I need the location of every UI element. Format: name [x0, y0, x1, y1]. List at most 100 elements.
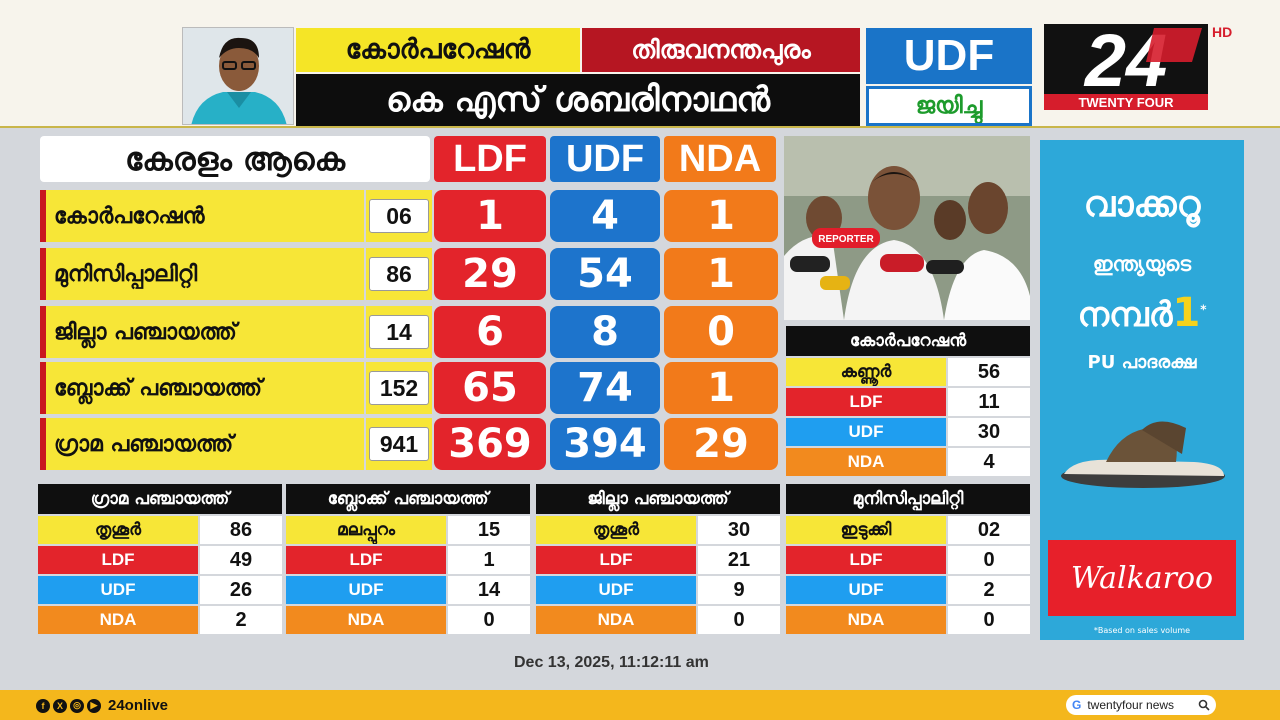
row-nda-value: 0 — [664, 306, 778, 358]
row-total: 06 — [366, 190, 432, 242]
mini-ldf-value: 11 — [948, 388, 1030, 416]
mini-place: മലപ്പുറം — [286, 516, 446, 544]
banner-result: ജയിച്ചു — [866, 86, 1032, 126]
mini-table-title: ബ്ലോക്ക് പഞ്ചായത്ത് — [286, 484, 530, 514]
mini-udf-value: 2 — [948, 576, 1030, 604]
mini-nda-value: 0 — [948, 606, 1030, 634]
mic-label: REPORTER — [818, 234, 874, 245]
mini-table-municipality: മുനിസിപ്പാലിറ്റി ഇടുക്കി 02 LDF 0 UDF 2 NDA… — [786, 484, 1030, 634]
row-udf-value: 54 — [550, 248, 660, 300]
mini-ldf-value: 49 — [200, 546, 282, 574]
hd-badge: HD — [1212, 24, 1233, 40]
social-handle: 24onlive — [108, 697, 169, 714]
instagram-icon[interactable]: ◎ — [70, 698, 84, 713]
mini-udf-label: UDF — [786, 576, 946, 604]
mini-udf-label: UDF — [786, 418, 946, 446]
table-row: മുനിസിപ്പാലിറ്റി 86 29 54 1 — [40, 248, 778, 300]
mini-total: 15 — [448, 516, 530, 544]
table-row: ബ്ലോക്ക് പഞ്ചായത്ത് 152 65 74 1 — [40, 362, 778, 414]
row-label: മുനിസിപ്പാലിറ്റി — [40, 248, 364, 300]
mini-table-grama: ഗ്രാമ പഞ്ചായത്ത് തൃശൂർ 86 LDF 49 UDF 26 NDA… — [38, 484, 282, 634]
mini-nda-value: 0 — [698, 606, 780, 634]
google-icon: G — [1072, 698, 1082, 712]
ad-footnote: *Based on sales volume — [1093, 626, 1191, 635]
row-total: 152 — [366, 362, 432, 414]
ad-brand-ml: വാക്കറൂ — [1083, 184, 1201, 225]
youtube-icon[interactable]: ▶ — [87, 698, 101, 713]
mini-nda-label: NDA — [38, 606, 198, 634]
mini-ldf-label: LDF — [536, 546, 696, 574]
row-ldf-value: 65 — [434, 362, 546, 414]
mini-udf-label: UDF — [286, 576, 446, 604]
mini-udf-label: UDF — [38, 576, 198, 604]
mini-table-title: ജില്ലാ പഞ്ചായത്ത് — [536, 484, 780, 514]
row-total: 14 — [366, 306, 432, 358]
ad-line1: ഇന്ത്യയുടെ — [1092, 252, 1192, 276]
row-udf-value: 4 — [550, 190, 660, 242]
mini-table-corporation: കോർപറേഷൻ കണ്ണൂർ 56 LDF 11 UDF 30 NDA 4 — [786, 326, 1030, 476]
news-photo: REPORTER — [784, 136, 1030, 320]
row-nda-value: 1 — [664, 190, 778, 242]
mini-table-title: കോർപറേഷൻ — [786, 326, 1030, 356]
mini-nda-label: NDA — [786, 606, 946, 634]
row-udf-value: 74 — [550, 362, 660, 414]
table-row: കോർപറേഷൻ 06 1 4 1 — [40, 190, 778, 242]
mini-total: 02 — [948, 516, 1030, 544]
row-nda-value: 1 — [664, 248, 778, 300]
candidate-photo — [182, 27, 294, 125]
social-links: f X ◎ ▶ 24onlive — [36, 697, 168, 714]
mini-table-title: മുനിസിപ്പാലിറ്റി — [786, 484, 1030, 514]
mini-ldf-value: 21 — [698, 546, 780, 574]
mini-place: കണ്ണൂർ — [786, 358, 946, 386]
mini-nda-value: 0 — [448, 606, 530, 634]
row-nda-value: 29 — [664, 418, 778, 470]
row-label: കോർപറേഷൻ — [40, 190, 364, 242]
mini-ldf-label: LDF — [786, 546, 946, 574]
channel-logo: 24 TWENTY FOUR — [1042, 19, 1210, 110]
banner-party: UDF — [866, 28, 1032, 84]
mini-nda-value: 4 — [948, 448, 1030, 476]
table-row: ഗ്രാമ പഞ്ചായത്ത് 941 369 394 29 — [40, 418, 778, 470]
row-label: ഗ്രാമ പഞ്ചായത്ത് — [40, 418, 364, 470]
mini-place: ഇടുക്കി — [786, 516, 946, 544]
x-icon[interactable]: X — [53, 698, 67, 713]
mini-udf-value: 14 — [448, 576, 530, 604]
mini-place: തൃശൂർ — [536, 516, 696, 544]
mini-table-district: ജില്ലാ പഞ്ചായത്ത് തൃശൂർ 30 LDF 21 UDF 9 NDA… — [536, 484, 780, 634]
mini-ldf-value: 0 — [948, 546, 1030, 574]
row-ldf-value: 369 — [434, 418, 546, 470]
mini-ldf-value: 1 — [448, 546, 530, 574]
mini-ldf-label: LDF — [286, 546, 446, 574]
mini-udf-label: UDF — [536, 576, 696, 604]
mini-nda-label: NDA — [786, 448, 946, 476]
ad-logo: Walkaroo — [1048, 540, 1236, 616]
mini-total: 56 — [948, 358, 1030, 386]
search-box[interactable]: G twentyfour news — [1066, 695, 1216, 715]
header-nda: NDA — [664, 136, 776, 182]
search-icon — [1198, 699, 1210, 711]
row-ldf-value: 6 — [434, 306, 546, 358]
row-label: ജില്ലാ പഞ്ചായത്ത് — [40, 306, 364, 358]
mini-nda-label: NDA — [286, 606, 446, 634]
mini-total: 30 — [698, 516, 780, 544]
mini-place: തൃശൂർ — [38, 516, 198, 544]
row-label: ബ്ലോക്ക് പഞ്ചായത്ത് — [40, 362, 364, 414]
banner-city: തിരുവനന്തപുരം — [582, 28, 860, 72]
row-total: 941 — [366, 418, 432, 470]
mini-udf-value: 9 — [698, 576, 780, 604]
facebook-icon[interactable]: f — [36, 698, 50, 713]
logo-text: TWENTY FOUR — [1078, 95, 1174, 110]
banner-candidate-name: കെ എസ് ശബരിനാഥൻ — [296, 74, 860, 126]
mini-table-title: ഗ്രാമ പഞ്ചായത്ത് — [38, 484, 282, 514]
table-region-header: കേരളം ആകെ — [40, 136, 430, 182]
mini-table-block: ബ്ലോക്ക് പഞ്ചായത്ത് മലപ്പുറം 15 LDF 1 UDF 1… — [286, 484, 530, 634]
row-total: 86 — [366, 248, 432, 300]
ad-line3: PU പാദരക്ഷ — [1087, 352, 1197, 373]
header-udf: UDF — [550, 136, 660, 182]
timestamp: Dec 13, 2025, 11:12:11 am — [514, 654, 709, 671]
mini-nda-value: 2 — [200, 606, 282, 634]
search-text: twentyfour news — [1087, 698, 1175, 712]
row-nda-value: 1 — [664, 362, 778, 414]
ad-line2: നമ്പർ1* — [1077, 290, 1207, 336]
row-udf-value: 8 — [550, 306, 660, 358]
